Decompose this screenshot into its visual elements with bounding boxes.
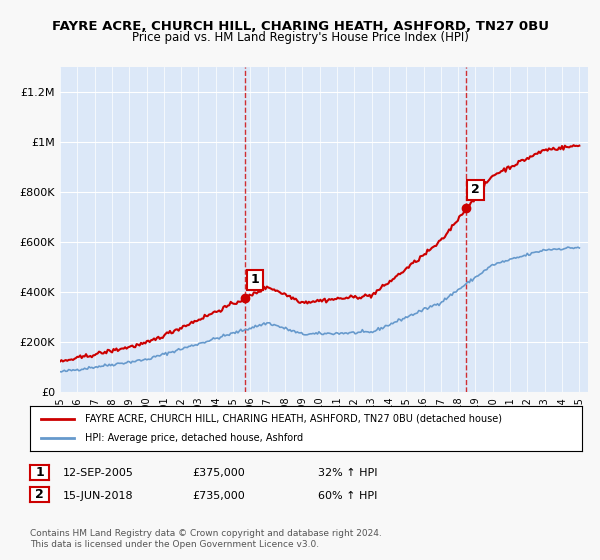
Text: 1: 1	[35, 466, 44, 479]
Text: 2: 2	[471, 183, 480, 197]
Text: 60% ↑ HPI: 60% ↑ HPI	[318, 491, 377, 501]
Text: 15-JUN-2018: 15-JUN-2018	[63, 491, 134, 501]
Text: 1: 1	[250, 273, 259, 286]
Text: Contains HM Land Registry data © Crown copyright and database right 2024.
This d: Contains HM Land Registry data © Crown c…	[30, 529, 382, 549]
Text: £375,000: £375,000	[192, 468, 245, 478]
Text: HPI: Average price, detached house, Ashford: HPI: Average price, detached house, Ashf…	[85, 433, 304, 444]
Text: FAYRE ACRE, CHURCH HILL, CHARING HEATH, ASHFORD, TN27 0BU: FAYRE ACRE, CHURCH HILL, CHARING HEATH, …	[52, 20, 548, 32]
Text: FAYRE ACRE, CHURCH HILL, CHARING HEATH, ASHFORD, TN27 0BU (detached house): FAYRE ACRE, CHURCH HILL, CHARING HEATH, …	[85, 413, 502, 423]
Text: 32% ↑ HPI: 32% ↑ HPI	[318, 468, 377, 478]
Text: Price paid vs. HM Land Registry's House Price Index (HPI): Price paid vs. HM Land Registry's House …	[131, 31, 469, 44]
Text: £735,000: £735,000	[192, 491, 245, 501]
Text: 12-SEP-2005: 12-SEP-2005	[63, 468, 134, 478]
Text: 2: 2	[35, 488, 44, 501]
